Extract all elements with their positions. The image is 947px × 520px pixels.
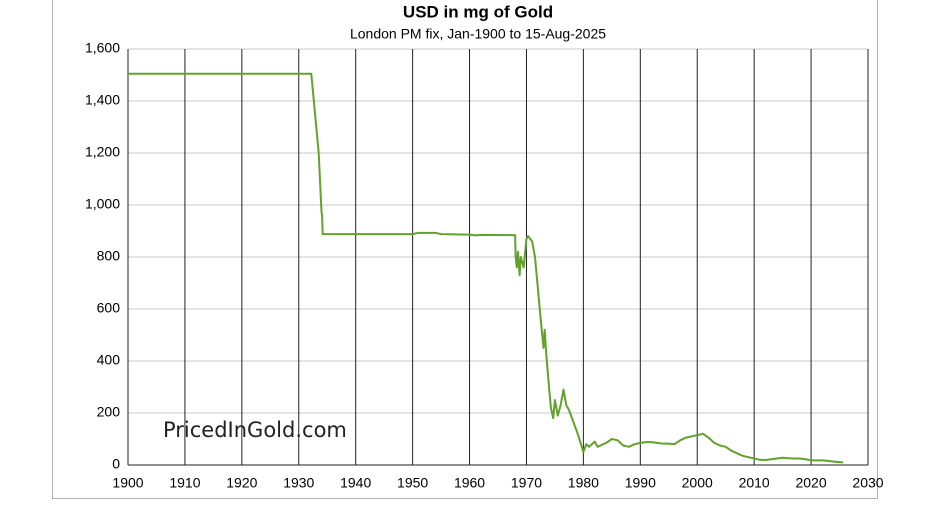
x-tick-label: 1960 [454,475,485,491]
x-tick-label: 1920 [226,475,257,491]
y-tick-label: 200 [97,404,121,420]
y-tick-label: 1,600 [85,40,120,56]
x-tick-label: 1900 [112,475,143,491]
watermark: PricedInGold.com [163,418,347,442]
chart-title: USD in mg of Gold [403,2,553,21]
y-tick-label: 800 [97,248,121,264]
x-tick-label: 1970 [511,475,542,491]
x-tick-label: 2030 [852,475,883,491]
x-tick-label: 1950 [397,475,428,491]
y-tick-label: 1,000 [85,196,120,212]
y-tick-label: 400 [97,352,121,368]
x-tick-label: 2000 [682,475,713,491]
y-tick-label: 1,400 [85,92,120,108]
chart-subtitle: London PM fix, Jan-1900 to 15-Aug-2025 [350,26,606,42]
x-tick-label: 1940 [340,475,371,491]
x-tick-label: 1930 [283,475,314,491]
x-tick-label: 2010 [739,475,770,491]
x-tick-label: 1910 [169,475,200,491]
x-tick-label: 1990 [625,475,656,491]
y-tick-label: 600 [97,300,121,316]
data-line [128,72,844,464]
x-tick-label: 1980 [568,475,599,491]
y-tick-label: 1,200 [85,144,120,160]
y-tick-label: 0 [112,456,120,472]
chart-frame [52,0,878,499]
x-tick-label: 2020 [795,475,826,491]
